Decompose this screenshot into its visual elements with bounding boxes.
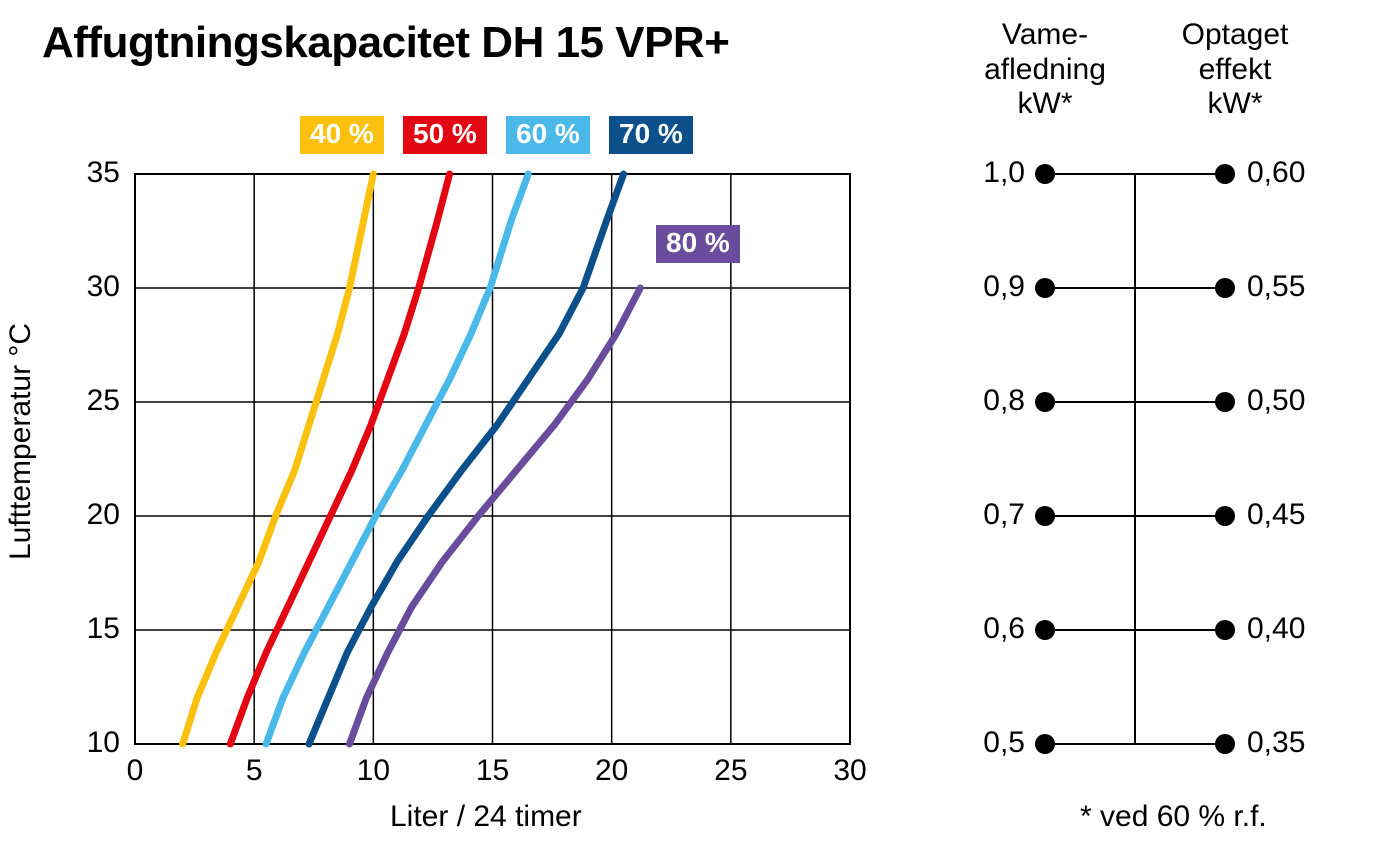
x-tick-label: 15 <box>473 754 513 788</box>
y-tick-label: 35 <box>65 156 120 190</box>
power-consumption-value: 0,45 <box>1247 498 1305 532</box>
x-tick-label: 20 <box>592 754 632 788</box>
x-tick-label: 0 <box>115 754 155 788</box>
x-tick-label: 30 <box>830 754 870 788</box>
power-consumption-value: 0,40 <box>1247 612 1305 646</box>
x-tick-label: 5 <box>234 754 274 788</box>
power-consumption-value: 0,50 <box>1247 384 1305 418</box>
heat-dissipation-value: 0,6 <box>955 612 1025 646</box>
heat-dissipation-value: 1,0 <box>955 156 1025 190</box>
heat-dissipation-value: 0,9 <box>955 270 1025 304</box>
y-tick-label: 20 <box>65 498 120 532</box>
y-tick-label: 15 <box>65 612 120 646</box>
x-tick-label: 10 <box>353 754 393 788</box>
heat-dissipation-value: 0,8 <box>955 384 1025 418</box>
footnote: * ved 60 % r.f. <box>1080 800 1267 834</box>
power-consumption-value: 0,35 <box>1247 726 1305 760</box>
y-tick-label: 25 <box>65 384 120 418</box>
y-tick-label: 30 <box>65 270 120 304</box>
x-tick-label: 25 <box>711 754 751 788</box>
heat-dissipation-value: 0,5 <box>955 726 1025 760</box>
power-consumption-value: 0,55 <box>1247 270 1305 304</box>
y-tick-label: 10 <box>65 726 120 760</box>
power-consumption-value: 0,60 <box>1247 156 1305 190</box>
power-scale <box>0 0 1400 851</box>
heat-dissipation-value: 0,7 <box>955 498 1025 532</box>
